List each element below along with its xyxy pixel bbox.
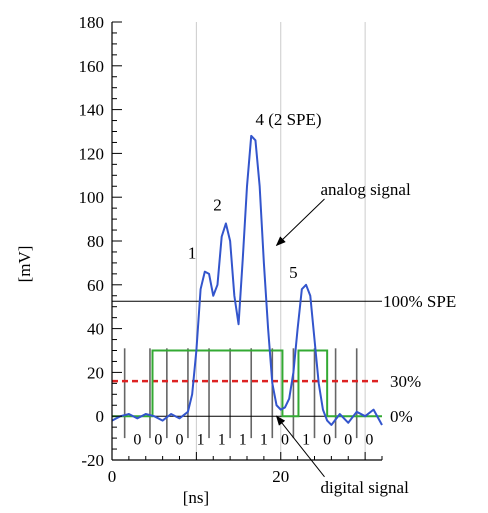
level-label: 30% xyxy=(390,372,421,391)
bit-label: 0 xyxy=(344,432,352,449)
level-label: 100% SPE xyxy=(383,292,456,311)
level-label: 0% xyxy=(390,407,413,426)
y-tick-label: 40 xyxy=(87,320,104,339)
bit-label: 1 xyxy=(218,432,226,449)
x-tick-label: 20 xyxy=(272,467,289,486)
peak-labels: 1 2 4 (2 SPE) 5 xyxy=(188,110,322,282)
annotation-arrow xyxy=(275,198,325,247)
bit-label: 0 xyxy=(323,432,331,449)
y-tick-label: 120 xyxy=(79,144,105,163)
y-tick-label: 0 xyxy=(96,407,105,426)
axes xyxy=(111,21,383,461)
peak-label: 4 (2 SPE) xyxy=(255,110,321,129)
annotation-label: digital signal xyxy=(321,478,410,497)
threshold-levels: 100% SPE 30% 0% xyxy=(112,292,456,426)
bit-label: 0 xyxy=(133,432,141,449)
y-tick-label: 60 xyxy=(87,276,104,295)
annotations: analog signal digital signal xyxy=(275,180,411,497)
analog-signal-trace xyxy=(111,134,383,426)
peak-label: 1 xyxy=(188,244,197,263)
bit-label: 1 xyxy=(302,432,310,449)
x-axis-title: [ns] xyxy=(183,488,209,507)
y-tick-label: 180 xyxy=(79,13,105,32)
annotation-label: analog signal xyxy=(321,180,411,199)
bit-label: 0 xyxy=(365,432,373,449)
digital-signal-line xyxy=(112,349,382,418)
sampling-marks xyxy=(123,348,358,439)
y-tick-label: 160 xyxy=(79,57,105,76)
peak-label: 5 xyxy=(289,263,298,282)
analog-signal-line xyxy=(111,134,383,426)
y-tick-label: 20 xyxy=(87,363,104,382)
peak-label: 2 xyxy=(213,195,222,214)
x-tick-label: 0 xyxy=(108,467,117,486)
y-axis-title: [mV] xyxy=(15,246,34,283)
y-tick-label: 100 xyxy=(79,188,105,207)
bit-label: 1 xyxy=(197,432,205,449)
y-tick-label: -20 xyxy=(81,451,104,470)
y-tick-label: 80 xyxy=(87,232,104,251)
digital-signal-trace xyxy=(112,349,382,418)
y-tick-label: 140 xyxy=(79,101,105,120)
bit-label: 1 xyxy=(239,432,247,449)
bit-label: 0 xyxy=(281,432,289,449)
bit-label: 0 xyxy=(154,432,162,449)
annotation-arrow xyxy=(275,415,325,478)
bit-label: 1 xyxy=(260,432,268,449)
bit-label: 0 xyxy=(176,432,184,449)
